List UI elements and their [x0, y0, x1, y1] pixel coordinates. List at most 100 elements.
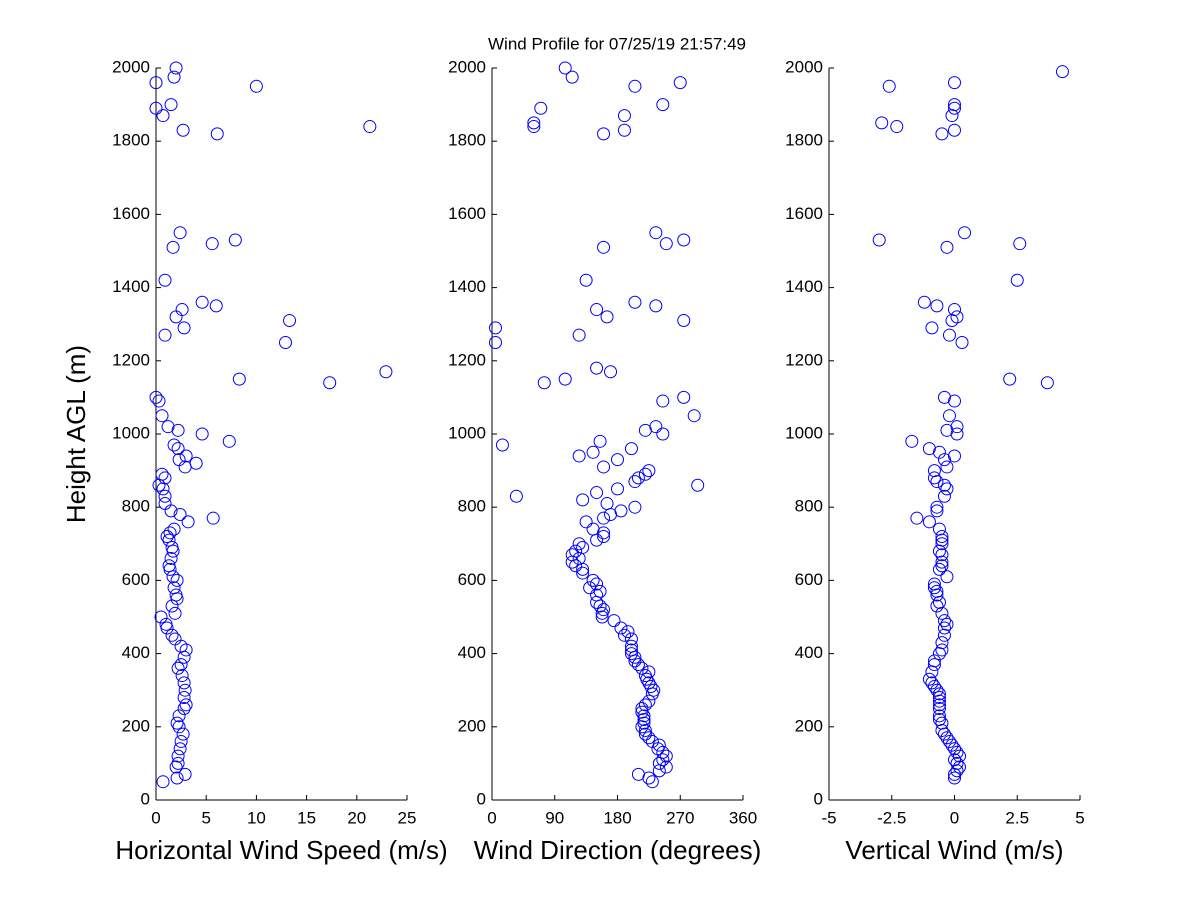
- data-point: [925, 321, 939, 335]
- data-point: [586, 573, 600, 587]
- data-point: [173, 742, 187, 756]
- data-point: [624, 647, 638, 661]
- data-point: [228, 233, 242, 247]
- data-point: [937, 614, 951, 628]
- data-point: [955, 336, 969, 349]
- data-point: [645, 775, 659, 789]
- x-tick-label: 180: [603, 808, 631, 827]
- data-point: [638, 723, 652, 737]
- x-tick-label: 0: [151, 808, 160, 827]
- y-tick-label: 1600: [112, 204, 150, 223]
- data-point: [656, 394, 670, 408]
- data-point: [576, 566, 590, 580]
- data-point: [149, 76, 163, 90]
- data-point: [590, 303, 604, 317]
- data-point: [642, 665, 656, 679]
- data-point: [638, 727, 652, 741]
- data-point: [168, 606, 182, 620]
- data-point: [649, 299, 663, 313]
- data-point: [579, 515, 593, 529]
- data-point: [628, 295, 642, 309]
- data-point: [572, 449, 586, 463]
- data-point: [882, 79, 896, 93]
- data-point: [1010, 273, 1024, 287]
- data-point: [940, 731, 954, 745]
- data-point: [171, 442, 185, 456]
- data-point: [617, 628, 631, 642]
- data-point: [170, 771, 184, 785]
- data-point: [595, 606, 609, 620]
- data-point: [363, 120, 377, 134]
- data-point: [628, 654, 642, 668]
- data-point: [176, 123, 190, 137]
- data-point: [572, 537, 586, 551]
- data-point: [942, 409, 956, 423]
- y-tick-label: 200: [122, 716, 150, 735]
- data-point: [935, 643, 949, 657]
- data-point: [572, 328, 586, 342]
- data-point: [628, 475, 642, 489]
- data-point: [677, 314, 691, 328]
- y-tick-label: 1200: [112, 350, 150, 369]
- data-point: [163, 526, 177, 540]
- x-axis-label: Horizontal Wind Speed (m/s): [115, 835, 447, 865]
- data-point: [922, 672, 936, 686]
- data-point: [932, 691, 946, 705]
- data-point: [917, 295, 931, 309]
- data-point: [156, 775, 170, 789]
- y-tick-label: 1400: [112, 277, 150, 296]
- data-point: [611, 453, 624, 467]
- data-point: [927, 471, 941, 485]
- data-point: [179, 449, 193, 463]
- data-point: [937, 453, 951, 467]
- data-point: [597, 127, 611, 141]
- data-point: [905, 434, 919, 448]
- data-point: [687, 409, 701, 423]
- data-point: [950, 420, 964, 434]
- y-tick-label: 1600: [785, 204, 823, 223]
- data-point: [945, 738, 959, 752]
- y-tick-label: 1600: [448, 204, 486, 223]
- data-point: [927, 680, 941, 694]
- y-tick-label: 2000: [448, 57, 486, 76]
- figure-title: Wind Profile for 07/25/19 21:57:49: [488, 34, 746, 53]
- data-point: [170, 592, 184, 606]
- data-point: [635, 720, 649, 734]
- data-point: [593, 434, 607, 448]
- data-point: [932, 445, 946, 459]
- data-point: [171, 756, 185, 770]
- data-point: [595, 610, 609, 624]
- y-tick-label: 1200: [785, 350, 823, 369]
- data-point: [935, 548, 949, 562]
- data-point: [640, 672, 654, 686]
- data-point: [597, 526, 611, 540]
- data-point: [637, 709, 651, 723]
- data-point: [940, 570, 954, 584]
- data-point: [163, 562, 177, 576]
- data-point: [149, 390, 163, 404]
- data-point: [165, 628, 179, 642]
- x-tick-label: 2.5: [1005, 808, 1029, 827]
- data-point: [935, 559, 949, 573]
- x-tick-label: 5: [201, 808, 210, 827]
- y-tick-label: 800: [122, 497, 150, 516]
- data-point: [637, 712, 651, 726]
- y-tick-label: 2000: [785, 57, 823, 76]
- data-point: [171, 661, 185, 675]
- data-point: [565, 555, 579, 569]
- data-point: [161, 420, 175, 434]
- x-tick-label: -5: [821, 808, 836, 827]
- data-point: [495, 438, 509, 452]
- data-point: [597, 460, 611, 474]
- y-axis-label: Height AGL (m): [61, 345, 91, 523]
- data-point: [935, 606, 949, 620]
- data-point: [379, 365, 393, 379]
- data-point: [948, 394, 961, 408]
- data-point: [154, 610, 168, 624]
- data-point: [537, 376, 551, 390]
- data-point: [166, 570, 180, 584]
- data-point: [175, 669, 189, 683]
- y-tick-label: 1200: [448, 350, 486, 369]
- data-point: [953, 760, 967, 774]
- data-point: [937, 489, 951, 503]
